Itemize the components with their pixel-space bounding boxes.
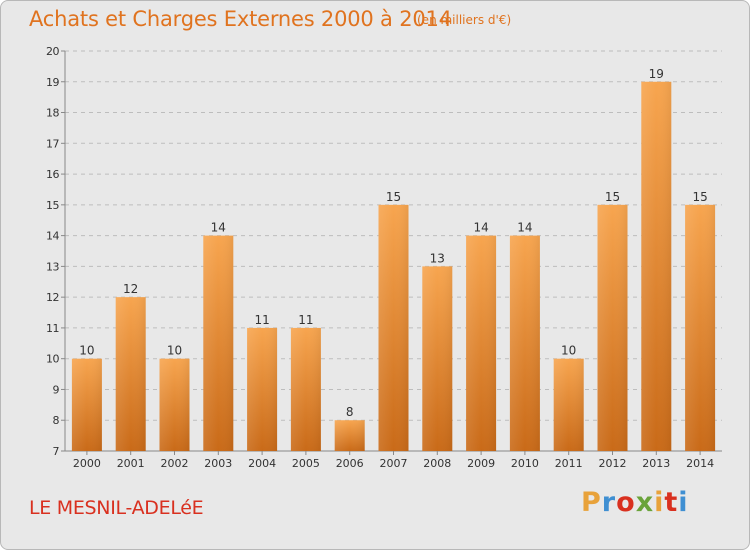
y-tick-label: 11 <box>46 322 59 335</box>
axes: 7 8 9 10 11 12 13 14 15 16 17 18 19 20 2000 2001 2002 200… <box>46 45 722 470</box>
y-tick-label: 19 <box>46 76 59 89</box>
data-label: 13 <box>430 251 445 265</box>
y-tick-label: 14 <box>46 230 59 243</box>
bar-shade <box>203 235 234 451</box>
data-label: 14 <box>517 221 532 235</box>
logo-letter: o <box>616 487 636 518</box>
x-tick-label: 2013 <box>642 457 670 470</box>
bar-shade <box>334 420 365 451</box>
data-label: 12 <box>123 282 138 296</box>
x-tick-label: 2008 <box>423 457 451 470</box>
x-tick-label: 2009 <box>467 457 495 470</box>
y-tick-label: 10 <box>46 353 59 366</box>
y-tick-label: 20 <box>46 45 59 58</box>
bar-shade <box>247 327 278 451</box>
bar-shade <box>422 266 453 451</box>
bar-shade <box>115 297 146 451</box>
data-label: 10 <box>561 344 576 358</box>
bar-shade <box>509 235 540 451</box>
bar-shade <box>466 235 497 451</box>
bars <box>71 81 716 452</box>
y-tick-label: 9 <box>53 383 60 396</box>
y-tick-label: 8 <box>53 414 60 427</box>
city-name: LE MESNIL-ADELéE <box>29 497 204 519</box>
bar-shade <box>685 204 716 451</box>
data-label: 10 <box>167 344 182 358</box>
data-label: 15 <box>386 190 401 204</box>
x-tick-label: 2000 <box>73 457 101 470</box>
x-tick-label: 2001 <box>117 457 145 470</box>
logo-letter: i <box>654 487 665 518</box>
data-label: 15 <box>605 190 620 204</box>
y-tick-label: 13 <box>46 260 59 273</box>
bar-shade <box>71 358 102 451</box>
data-label: 19 <box>649 67 664 81</box>
data-label: 14 <box>473 221 488 235</box>
x-tick-label: 2010 <box>511 457 539 470</box>
chart-title: Achats et Charges Externes 2000 à 2014 <box>29 7 452 31</box>
data-label: 11 <box>298 313 313 327</box>
bar-shade <box>641 81 672 452</box>
proxiti-logo[interactable]: Proxiti <box>581 487 689 518</box>
y-tick-label: 18 <box>46 107 59 120</box>
y-tick-label: 16 <box>46 168 59 181</box>
bar-shade <box>378 204 409 451</box>
logo-letter: r <box>601 487 617 518</box>
x-tick-label: 2007 <box>380 457 408 470</box>
value-labels: 10 12 10 14 11 11 8 15 13 14 14 10 15 19 15 <box>79 67 707 419</box>
x-tick-label: 2003 <box>204 457 232 470</box>
bar-shade <box>597 204 628 451</box>
logo-letter: x <box>635 487 655 518</box>
logo-letter: t <box>664 487 679 518</box>
bar-shade <box>159 358 190 451</box>
data-label: 10 <box>79 344 94 358</box>
x-tick-label: 2005 <box>292 457 320 470</box>
x-tick-label: 2014 <box>686 457 714 470</box>
data-label: 11 <box>254 313 269 327</box>
bar-shade <box>290 327 321 451</box>
logo-letter: i <box>678 487 689 518</box>
y-tick-label: 12 <box>46 291 59 304</box>
x-tick-label: 2002 <box>161 457 189 470</box>
logo-letter: P <box>581 487 602 518</box>
data-label: 14 <box>211 221 226 235</box>
y-tick-label: 7 <box>53 445 60 458</box>
y-tick-label: 17 <box>46 137 59 150</box>
y-tick-label: 15 <box>46 199 59 212</box>
x-tick-label: 2006 <box>336 457 364 470</box>
data-label: 15 <box>692 190 707 204</box>
x-tick-label: 2012 <box>599 457 627 470</box>
chart-unit: (en milliers d'€) <box>417 13 512 27</box>
x-tick-label: 2004 <box>248 457 276 470</box>
data-label: 8 <box>346 405 354 419</box>
x-tick-label: 2011 <box>555 457 583 470</box>
bar-shade <box>553 358 584 451</box>
